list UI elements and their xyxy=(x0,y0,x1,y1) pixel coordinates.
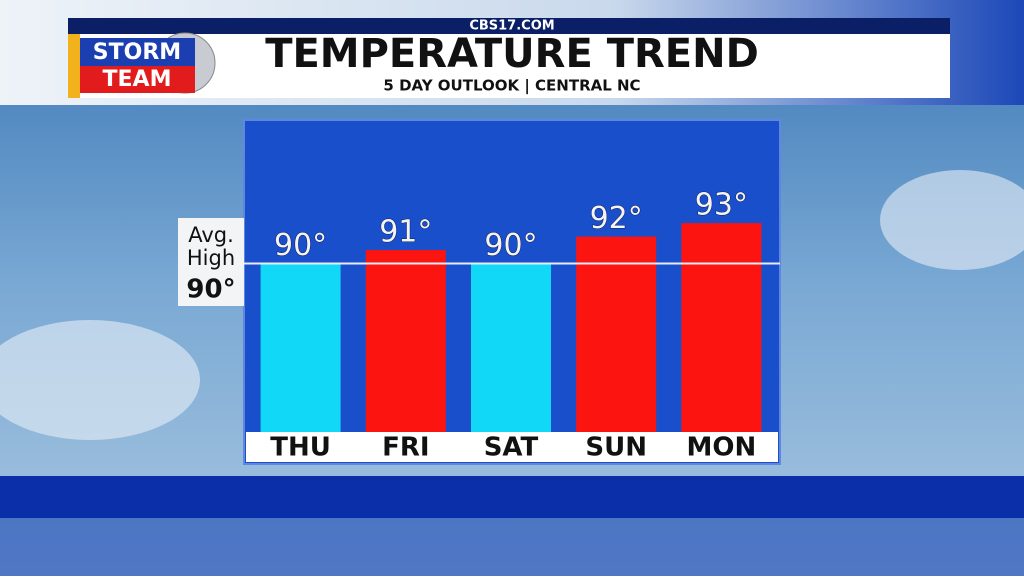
bar xyxy=(365,250,446,432)
category-label: SUN xyxy=(585,433,647,463)
bar xyxy=(260,263,341,432)
logo-bottom-bg xyxy=(80,66,195,93)
accent xyxy=(68,34,80,98)
chart-subtitle: 5 DAY OUTLOOK | CENTRAL NC xyxy=(383,77,640,96)
reference-label: High xyxy=(187,246,235,270)
reference-value: 90° xyxy=(186,275,235,305)
category-label: SAT xyxy=(484,433,539,463)
logo-top: STORM xyxy=(93,40,181,65)
cloud xyxy=(0,320,200,440)
bottom-band xyxy=(0,476,1024,518)
site: CBS17.COM xyxy=(469,19,554,34)
bottom-strip xyxy=(0,518,1024,576)
value-label: 92° xyxy=(590,201,643,236)
logo-bottom: TEAM xyxy=(103,67,172,92)
reference-box xyxy=(178,218,244,306)
value-label: 90° xyxy=(484,228,537,263)
category-label: MON xyxy=(687,433,757,463)
value-label: 91° xyxy=(379,215,432,250)
reference-label: Avg. xyxy=(188,223,234,247)
chart-title: TEMPERATURE TREND xyxy=(265,31,759,77)
value-label: 90° xyxy=(274,228,327,263)
logo-top-bg xyxy=(80,38,195,66)
category-strip xyxy=(246,432,778,462)
category-label: THU xyxy=(270,433,331,463)
bar xyxy=(681,223,762,432)
bar xyxy=(471,263,551,432)
value-label: 93° xyxy=(695,188,748,223)
site-bar xyxy=(68,18,950,34)
cloud xyxy=(880,170,1024,270)
category-label: FRI xyxy=(382,433,429,463)
bar xyxy=(576,236,657,432)
